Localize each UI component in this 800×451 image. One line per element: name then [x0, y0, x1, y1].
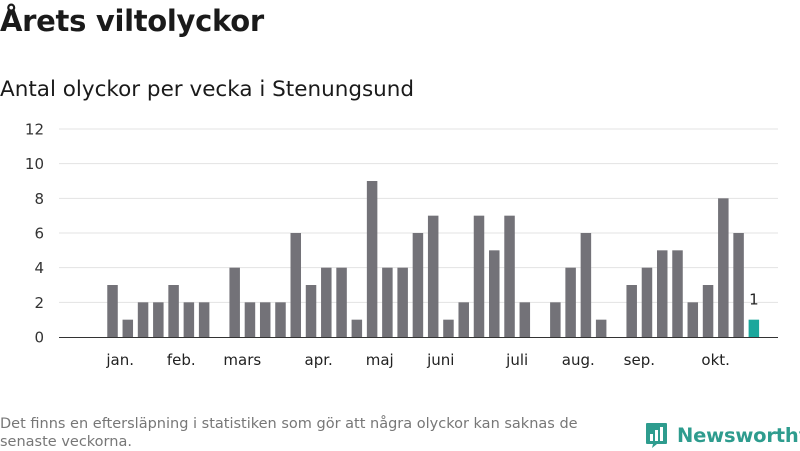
bar: [259, 302, 271, 337]
bar: [656, 250, 668, 337]
bar: [382, 267, 393, 337]
bar: [305, 285, 317, 337]
y-tick-label: 6: [34, 225, 44, 243]
bar: [626, 285, 637, 337]
bar: [595, 319, 607, 337]
x-tick-label: maj: [366, 351, 394, 369]
y-tick-label: 10: [25, 155, 44, 173]
bar: [672, 250, 683, 337]
bar: [458, 302, 469, 337]
bar: [687, 302, 699, 337]
data-label: 1: [749, 291, 759, 309]
bar: [275, 302, 286, 337]
x-tick-label: okt.: [701, 351, 730, 369]
bar: [153, 302, 164, 337]
bar: [137, 302, 149, 337]
x-tick-label: feb.: [167, 351, 196, 369]
bar-chart: 0 2 4 6 8 10 12 1 jan. feb. mars apr. maj juni juli aug…: [25, 121, 778, 369]
bar: [412, 233, 424, 337]
bar: [122, 319, 134, 337]
bar-current-week: [748, 319, 760, 337]
bar: [733, 233, 744, 337]
bar: [427, 215, 439, 337]
brand-name: Newsworthy: [677, 423, 800, 447]
bar: [565, 267, 576, 337]
bar: [229, 267, 240, 337]
footnote: Det finns en eftersläpning i statistiken…: [0, 416, 578, 450]
bar: [473, 215, 485, 337]
chart-subtitle: Antal olyckor per vecka i Stenungsund: [0, 77, 415, 102]
bar: [718, 198, 729, 337]
bar: [290, 233, 302, 337]
x-tick-label: sep.: [624, 351, 655, 369]
y-tick-label: 8: [34, 190, 44, 208]
bar: [168, 285, 179, 337]
x-tick-label: juni: [426, 351, 454, 369]
bar: [107, 285, 118, 337]
bar: [198, 302, 210, 337]
x-tick-label: apr.: [305, 351, 333, 369]
y-tick-label: 4: [34, 259, 44, 277]
bar: [504, 215, 515, 337]
bar: [351, 319, 363, 337]
bar: [550, 302, 561, 337]
y-tick-label: 12: [25, 121, 44, 139]
chart-title: Årets viltolyckor: [0, 4, 264, 38]
bar: [580, 233, 592, 337]
bar: [336, 267, 347, 337]
bar: [519, 302, 531, 337]
bar: [244, 302, 256, 337]
bar: [183, 302, 195, 337]
bar: [443, 319, 454, 337]
bar: [366, 181, 378, 337]
y-tick-label: 0: [34, 329, 44, 347]
bar: [397, 267, 408, 337]
newsworthy-icon: [646, 422, 667, 448]
newsworthy-logo[interactable]: Newsworthy: [645, 420, 800, 450]
x-tick-label: mars: [223, 351, 261, 369]
y-tick-label: 2: [34, 294, 44, 312]
bar: [641, 267, 653, 337]
x-tick-label: jan.: [105, 351, 134, 369]
bar: [702, 285, 714, 337]
bar: [321, 267, 332, 337]
x-tick-label: juli: [505, 351, 528, 369]
bar: [489, 250, 500, 337]
x-tick-label: aug.: [562, 351, 595, 369]
